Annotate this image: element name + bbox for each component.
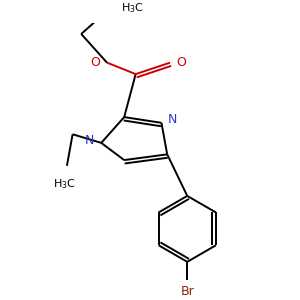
Text: Br: Br [180,285,194,298]
Text: N: N [168,113,178,127]
Text: H$_3$C: H$_3$C [121,1,144,15]
Text: N: N [85,134,94,146]
Text: O: O [177,56,187,69]
Text: O: O [91,56,100,69]
Text: H$_3$C: H$_3$C [52,177,76,191]
